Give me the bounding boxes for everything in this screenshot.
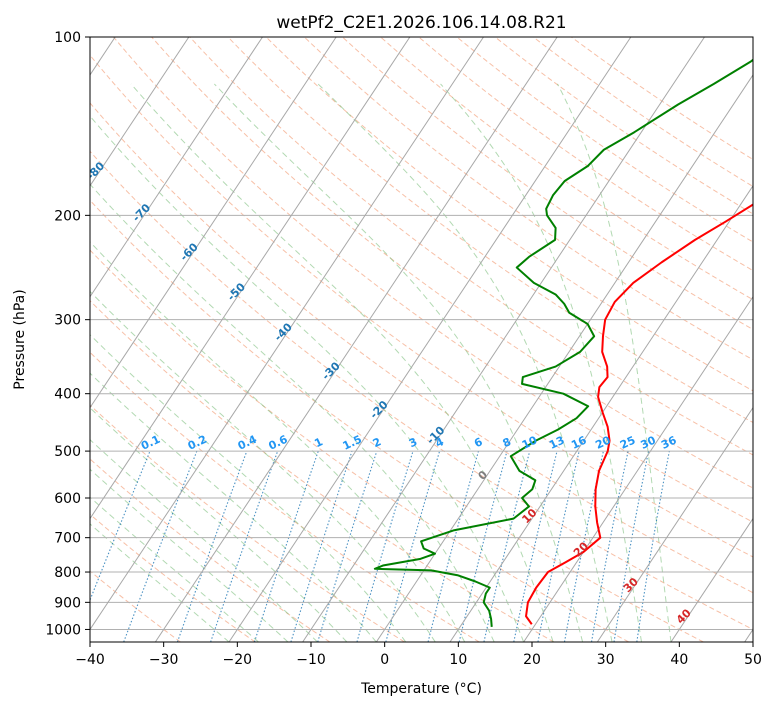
mixing-ratio-label: 25 xyxy=(618,434,637,452)
x-tick-label: −10 xyxy=(296,652,326,668)
moist-adiabat xyxy=(213,83,584,642)
x-axis-ticks: −40 −30 −20 −10 0 10 20 30 40 50 xyxy=(75,642,762,668)
x-tick-label: −20 xyxy=(223,652,253,668)
x-tick-label: 50 xyxy=(744,652,762,668)
moist-adiabat xyxy=(90,523,230,642)
mixing-ratio-line xyxy=(176,450,248,642)
moist-adiabat xyxy=(90,407,348,642)
moist-adiabat xyxy=(90,183,495,642)
mixing-ratio-line xyxy=(636,450,670,642)
moist-adiabat xyxy=(90,334,407,642)
mixing-ratio-label: 36 xyxy=(659,433,679,451)
y-axis-ticks: 100 200 300 400 500 600 700 800 900 1000 xyxy=(45,30,90,638)
isotherm-line xyxy=(154,37,558,642)
isotherm-line xyxy=(90,37,263,298)
y-tick-label: 800 xyxy=(54,565,81,581)
isotherm-line xyxy=(449,184,753,642)
isotherm-line xyxy=(302,37,705,642)
y-axis-label: Pressure (hPa) xyxy=(12,289,28,389)
dry-adiabat xyxy=(113,37,753,523)
dry-adiabat xyxy=(90,54,753,558)
x-tick-label: 0 xyxy=(380,652,389,668)
dry-adiabat xyxy=(90,102,753,594)
mixing-ratio-line xyxy=(123,450,198,642)
chart-title: wetPf2_C2E1.2026.106.14.08.R21 xyxy=(276,13,566,33)
mixing-ratio-line xyxy=(427,450,479,642)
isotherm-line xyxy=(90,37,411,520)
isotherm-lines xyxy=(90,37,753,642)
pressure-gridlines xyxy=(90,37,753,630)
moist-adiabat xyxy=(90,241,466,642)
mixing-ratio-line xyxy=(613,450,650,642)
mixing-ratio-label: 13 xyxy=(547,434,566,452)
mixing-ratio-label: 16 xyxy=(569,433,589,451)
dry-adiabat xyxy=(265,37,753,392)
x-tick-label: 20 xyxy=(523,652,541,668)
mixing-ratio-line xyxy=(356,450,414,642)
isotherm-line xyxy=(375,74,753,642)
sounding-profiles xyxy=(373,58,753,627)
y-tick-label: 500 xyxy=(54,444,81,460)
temperature-profile xyxy=(525,203,753,625)
moist-adiabat xyxy=(90,372,377,642)
moist-adiabat xyxy=(440,83,643,642)
y-tick-label: 400 xyxy=(54,387,81,403)
dewpoint-profile xyxy=(373,58,753,627)
y-tick-label: 700 xyxy=(54,531,81,547)
moist-adiabats xyxy=(90,83,672,642)
moist-adiabat xyxy=(317,83,613,642)
y-tick-label: 100 xyxy=(54,30,81,46)
dry-adiabat xyxy=(189,37,753,456)
moist-adiabat xyxy=(90,496,259,642)
mixing-ratio-line xyxy=(483,450,531,642)
plot-frame xyxy=(89,36,754,643)
y-tick-label: 1000 xyxy=(45,622,81,638)
moist-adiabat xyxy=(130,83,554,642)
dry-adiabat xyxy=(90,249,629,642)
mixing-ratio-line xyxy=(513,450,558,642)
moist-adiabat xyxy=(557,83,672,642)
y-tick-label: 600 xyxy=(54,491,81,507)
dry-adiabats xyxy=(90,37,753,642)
mixing-ratio-line xyxy=(385,450,441,642)
isotherm-line xyxy=(90,37,337,409)
x-tick-label: 10 xyxy=(449,652,467,668)
x-axis-label: Temperature (°C) xyxy=(360,681,482,697)
x-tick-label: −40 xyxy=(75,652,105,668)
isotherm-line xyxy=(90,37,484,631)
mixing-ratio-label: 30 xyxy=(638,433,658,451)
moist-adiabat xyxy=(90,115,525,642)
moist-adiabat xyxy=(90,468,289,642)
y-tick-label: 900 xyxy=(54,595,81,611)
mixing-ratio-line xyxy=(210,450,279,642)
dry-adiabat xyxy=(90,300,555,642)
isotherm-line xyxy=(523,295,753,642)
isotherm-line xyxy=(596,406,753,642)
mixing-ratio-line xyxy=(90,450,151,602)
mixing-ratio-line xyxy=(590,450,629,642)
x-tick-label: −30 xyxy=(149,652,179,668)
dry-adiabat xyxy=(90,404,405,642)
mixing-ratio-label: 20 xyxy=(593,433,613,451)
x-tick-label: 30 xyxy=(597,652,615,668)
dry-adiabat xyxy=(418,37,753,272)
mixing-ratio-line xyxy=(458,450,508,642)
dry-adiabat xyxy=(532,37,753,188)
y-tick-label: 200 xyxy=(54,208,81,224)
x-tick-label: 40 xyxy=(670,652,688,668)
y-tick-label: 300 xyxy=(54,313,81,329)
moist-adiabat xyxy=(90,290,436,642)
isotherm-line xyxy=(228,37,632,642)
isotherm-line xyxy=(90,37,190,187)
dry-adiabat xyxy=(494,37,753,215)
isotherm-line xyxy=(670,517,753,642)
mixing-ratio-label: 10 xyxy=(520,433,540,451)
dry-adiabat xyxy=(342,37,753,331)
